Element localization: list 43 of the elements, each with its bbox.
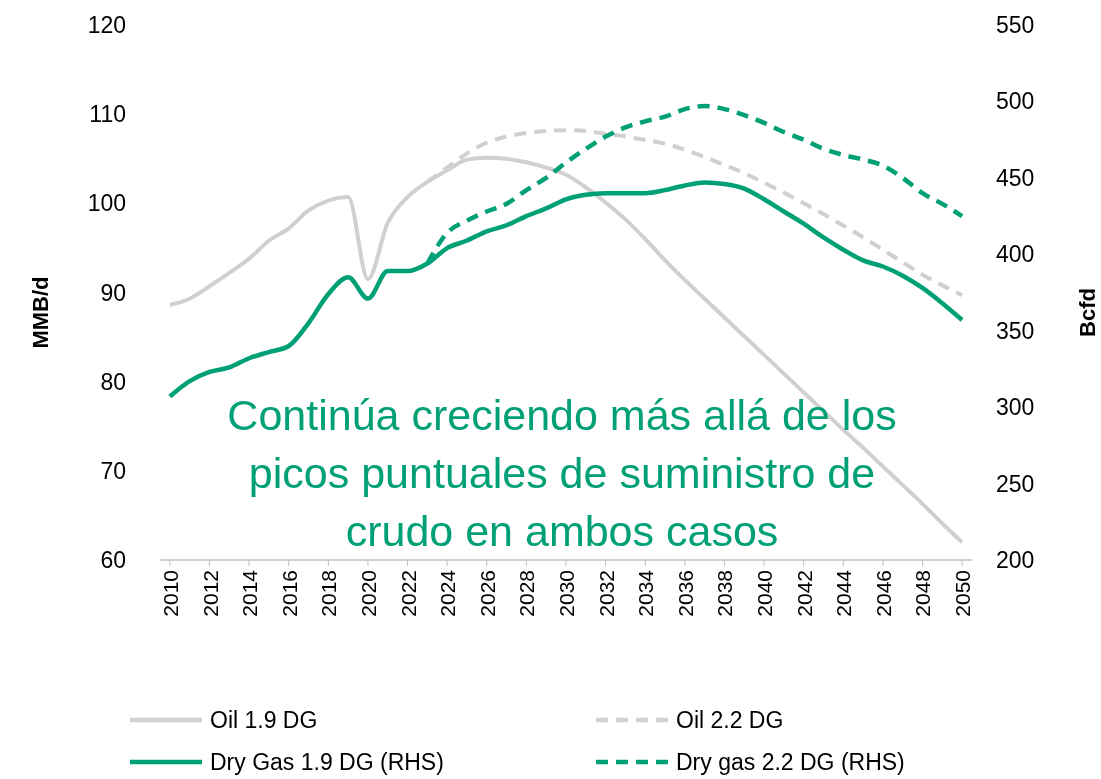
x-tick-label: 2048: [911, 570, 935, 617]
x-tick-label: 2030: [555, 570, 578, 617]
y2-tick-label: 250: [996, 470, 1035, 497]
legend-label: Oil 1.9 DG: [210, 707, 318, 733]
y2-tick-label: 200: [996, 547, 1035, 573]
y2-tick-label: 300: [996, 394, 1035, 421]
annotation: Continúa creciendo más allá de los picos puntuales de suministro de crudo en ambos casos: [227, 391, 897, 555]
y-tick-label: 70: [100, 457, 126, 484]
y2-axis-title: Bcfd: [1075, 288, 1100, 337]
x-tick-label: 2028: [515, 570, 539, 617]
legend-label: Oil 2.2 DG: [676, 707, 784, 733]
x-tick-label: 2046: [871, 570, 895, 617]
x-tick-label: 2018: [317, 570, 341, 617]
x-tick-label: 2014: [238, 569, 262, 617]
y2-tick-label: 550: [996, 12, 1035, 38]
x-tick-label: 2020: [356, 570, 380, 617]
x-tick-label: 2042: [792, 570, 816, 617]
y-tick-label: 80: [100, 368, 126, 395]
x-tick-label: 2050: [951, 570, 975, 617]
y2-tick-label: 450: [996, 164, 1035, 191]
x-tick-label: 2040: [753, 570, 777, 617]
x-tick-label: 2022: [396, 570, 420, 617]
y-tick-label: 100: [87, 190, 126, 217]
x-tick-label: 2044: [832, 569, 856, 617]
y-tick-label: 110: [89, 101, 126, 128]
x-tick-label: 2024: [436, 569, 460, 617]
y-tick-label: 120: [87, 12, 126, 38]
x-tick-label: 2032: [594, 570, 618, 617]
legend-label: Dry Gas 1.9 DG (RHS): [210, 749, 444, 775]
x-tick-label: 2016: [277, 570, 301, 617]
y2-tick-label: 400: [996, 241, 1035, 268]
x-tick-label: 2036: [673, 570, 697, 617]
y2-tick-label: 500: [996, 88, 1035, 115]
x-tick-label: 2038: [713, 570, 737, 617]
legend-label: Dry gas 2.2 DG (RHS): [676, 749, 905, 775]
y-tick-label: 60: [100, 547, 126, 573]
y-tick-label: 90: [100, 279, 126, 306]
x-tick-label: 2034: [634, 569, 658, 617]
y2-tick-label: 350: [996, 317, 1035, 344]
x-tick-label: 2010: [158, 570, 182, 617]
x-tick-label: 2026: [475, 570, 499, 617]
y-axis-title: MMB/d: [28, 276, 53, 349]
x-tick-label: 2012: [198, 570, 222, 617]
